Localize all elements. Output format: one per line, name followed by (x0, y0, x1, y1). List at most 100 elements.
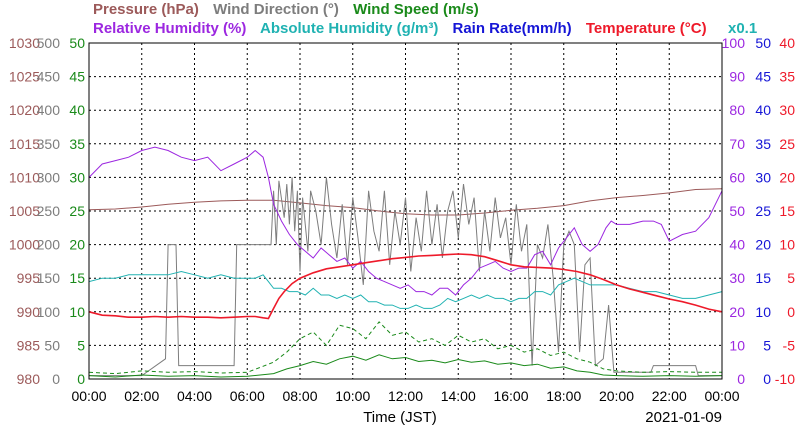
y-tick-label-temperature: 5 (787, 270, 795, 286)
legend-absolute-humidity: Absolute Humidity (g/m³) (260, 20, 438, 37)
x-tick-label: 00:00 (704, 388, 739, 404)
y-tick-label-wind-direction: 500 (37, 35, 61, 51)
y-tick-label-pressure: 1015 (9, 136, 40, 152)
series-line-temperature (88, 253, 723, 320)
y-tick-label-wind-direction: 350 (37, 136, 61, 152)
x-tick-label: 04:00 (177, 388, 212, 404)
series-line-relative-humidity (88, 146, 723, 296)
x-tick-label: 20:00 (599, 388, 634, 404)
y-tick-label-temperature: 25 (779, 136, 795, 152)
x-tick-label: 00:00 (71, 388, 106, 404)
x-tick-label: 16:00 (493, 388, 528, 404)
y-tick-label-rain-rate: 50 (755, 35, 771, 51)
y-tick-label-temperature: 15 (779, 203, 795, 219)
y-tick-label-wind-direction: 400 (37, 102, 61, 118)
y-tick-label-pressure: 980 (17, 371, 41, 387)
y-tick-label-wind-direction: 200 (37, 237, 61, 253)
y-tick-label-relative-humidity: 50 (729, 203, 745, 219)
x-tick-label: 18:00 (546, 388, 581, 404)
y-tick-label-temperature: 30 (779, 102, 795, 118)
series-line-absolute-humidity (88, 270, 723, 309)
y-tick-label-pressure: 1020 (9, 102, 40, 118)
y-tick-label-wind-direction: 100 (37, 304, 61, 320)
y-tick-label-wind-speed: 40 (69, 102, 85, 118)
y-tick-label-rain-rate: 25 (755, 203, 771, 219)
y-tick-label-wind-speed: 15 (69, 270, 85, 286)
series-line-wind-direction (89, 177, 722, 377)
legend-rain-rate: Rain Rate(mm/h) (453, 20, 572, 37)
y-tick-label-temperature: 0 (787, 304, 795, 320)
y-tick-label-temperature: 10 (779, 237, 795, 253)
y-tick-label-relative-humidity: 30 (729, 270, 745, 286)
legend-wind-direction: Wind Direction (°) (213, 1, 339, 18)
x-tick-label: 02:00 (124, 388, 159, 404)
y-tick-label-relative-humidity: 20 (729, 304, 745, 320)
y-tick-label-wind-speed: 0 (77, 371, 85, 387)
y-tick-label-pressure: 990 (17, 304, 41, 320)
y-tick-label-rain-rate: 15 (755, 270, 771, 286)
x-tick-label: 06:00 (230, 388, 265, 404)
y-tick-label-wind-speed: 20 (69, 237, 85, 253)
y-tick-label-temperature: 35 (779, 69, 795, 85)
x-tick-label: 10:00 (335, 388, 370, 404)
x-tick-label: 14:00 (441, 388, 476, 404)
legend-relative-humidity: Relative Humidity (%) (93, 20, 246, 37)
axis-ticks: 00:00 02:00 04:00 06:00 08:00 10:00 12:00 14:00… (9, 35, 795, 404)
y-tick-label-wind-speed: 5 (77, 337, 85, 353)
y-tick-label-temperature: 40 (779, 35, 795, 51)
y-tick-label-pressure: 1010 (9, 169, 40, 185)
y-tick-label-wind-speed: 45 (69, 69, 85, 85)
y-tick-label-pressure: 1000 (9, 237, 40, 253)
y-tick-label-rain-rate: 45 (755, 69, 771, 85)
y-tick-label-rain-rate: 35 (755, 136, 771, 152)
y-tick-label-pressure: 995 (17, 270, 41, 286)
y-tick-label-wind-speed: 10 (69, 304, 85, 320)
y-tick-label-relative-humidity: 0 (737, 371, 745, 387)
y-tick-label-wind-speed: 30 (69, 169, 85, 185)
y-tick-label-wind-direction: 450 (37, 69, 61, 85)
date-label: 2021-01-09 (645, 409, 722, 426)
legend-row-1: Pressure (hPa) Wind Direction (°) Wind S… (93, 1, 479, 18)
y-tick-label-relative-humidity: 100 (722, 35, 746, 51)
series-line-pressure (88, 188, 723, 216)
y-tick-label-relative-humidity: 10 (729, 337, 745, 353)
legend-pressure: Pressure (hPa) (93, 1, 199, 18)
y-tick-label-temperature: 20 (779, 169, 795, 185)
series-line-wind-speed (88, 354, 723, 378)
y-tick-label-relative-humidity: 80 (729, 102, 745, 118)
x-tick-label: 08:00 (282, 388, 317, 404)
y-tick-label-relative-humidity: 90 (729, 69, 745, 85)
y-tick-label-pressure: 1005 (9, 203, 40, 219)
y-tick-label-wind-direction: 300 (37, 169, 61, 185)
y-tick-label-wind-direction: 50 (44, 337, 60, 353)
legend-temperature: Temperature (°C) (586, 20, 707, 37)
y-tick-label-wind-direction: 250 (37, 203, 61, 219)
y-tick-label-rain-rate: 40 (755, 102, 771, 118)
y-tick-label-temperature: -10 (775, 371, 795, 387)
y-tick-label-wind-direction: 0 (52, 371, 60, 387)
legend-wind-speed: Wind Speed (m/s) (353, 1, 479, 18)
y-tick-label-rain-rate: 20 (755, 237, 771, 253)
x-tick-label: 22:00 (652, 388, 687, 404)
y-tick-label-wind-speed: 50 (69, 35, 85, 51)
y-tick-label-relative-humidity: 70 (729, 136, 745, 152)
series-line-wind-gust (88, 321, 722, 375)
grid (89, 43, 722, 379)
y-tick-label-relative-humidity: 40 (729, 237, 745, 253)
y-tick-label-pressure: 1025 (9, 69, 40, 85)
y-tick-label-rain-rate: 0 (763, 371, 771, 387)
y-tick-label-pressure: 1030 (9, 35, 40, 51)
y-tick-label-wind-speed: 25 (69, 203, 85, 219)
y-tick-label-pressure: 985 (17, 337, 41, 353)
y-tick-label-temperature: -5 (783, 337, 796, 353)
plot-frame (88, 42, 723, 380)
y-tick-label-wind-direction: 150 (37, 270, 61, 286)
y-tick-label-relative-humidity: 60 (729, 169, 745, 185)
legend-row-2: Relative Humidity (%) Absolute Humidity … (93, 20, 707, 37)
y-tick-label-rain-rate: 5 (763, 337, 771, 353)
abs-humidity-scale-note: x0.1 (728, 20, 757, 37)
y-tick-label-rain-rate: 30 (755, 169, 771, 185)
y-tick-label-rain-rate: 10 (755, 304, 771, 320)
